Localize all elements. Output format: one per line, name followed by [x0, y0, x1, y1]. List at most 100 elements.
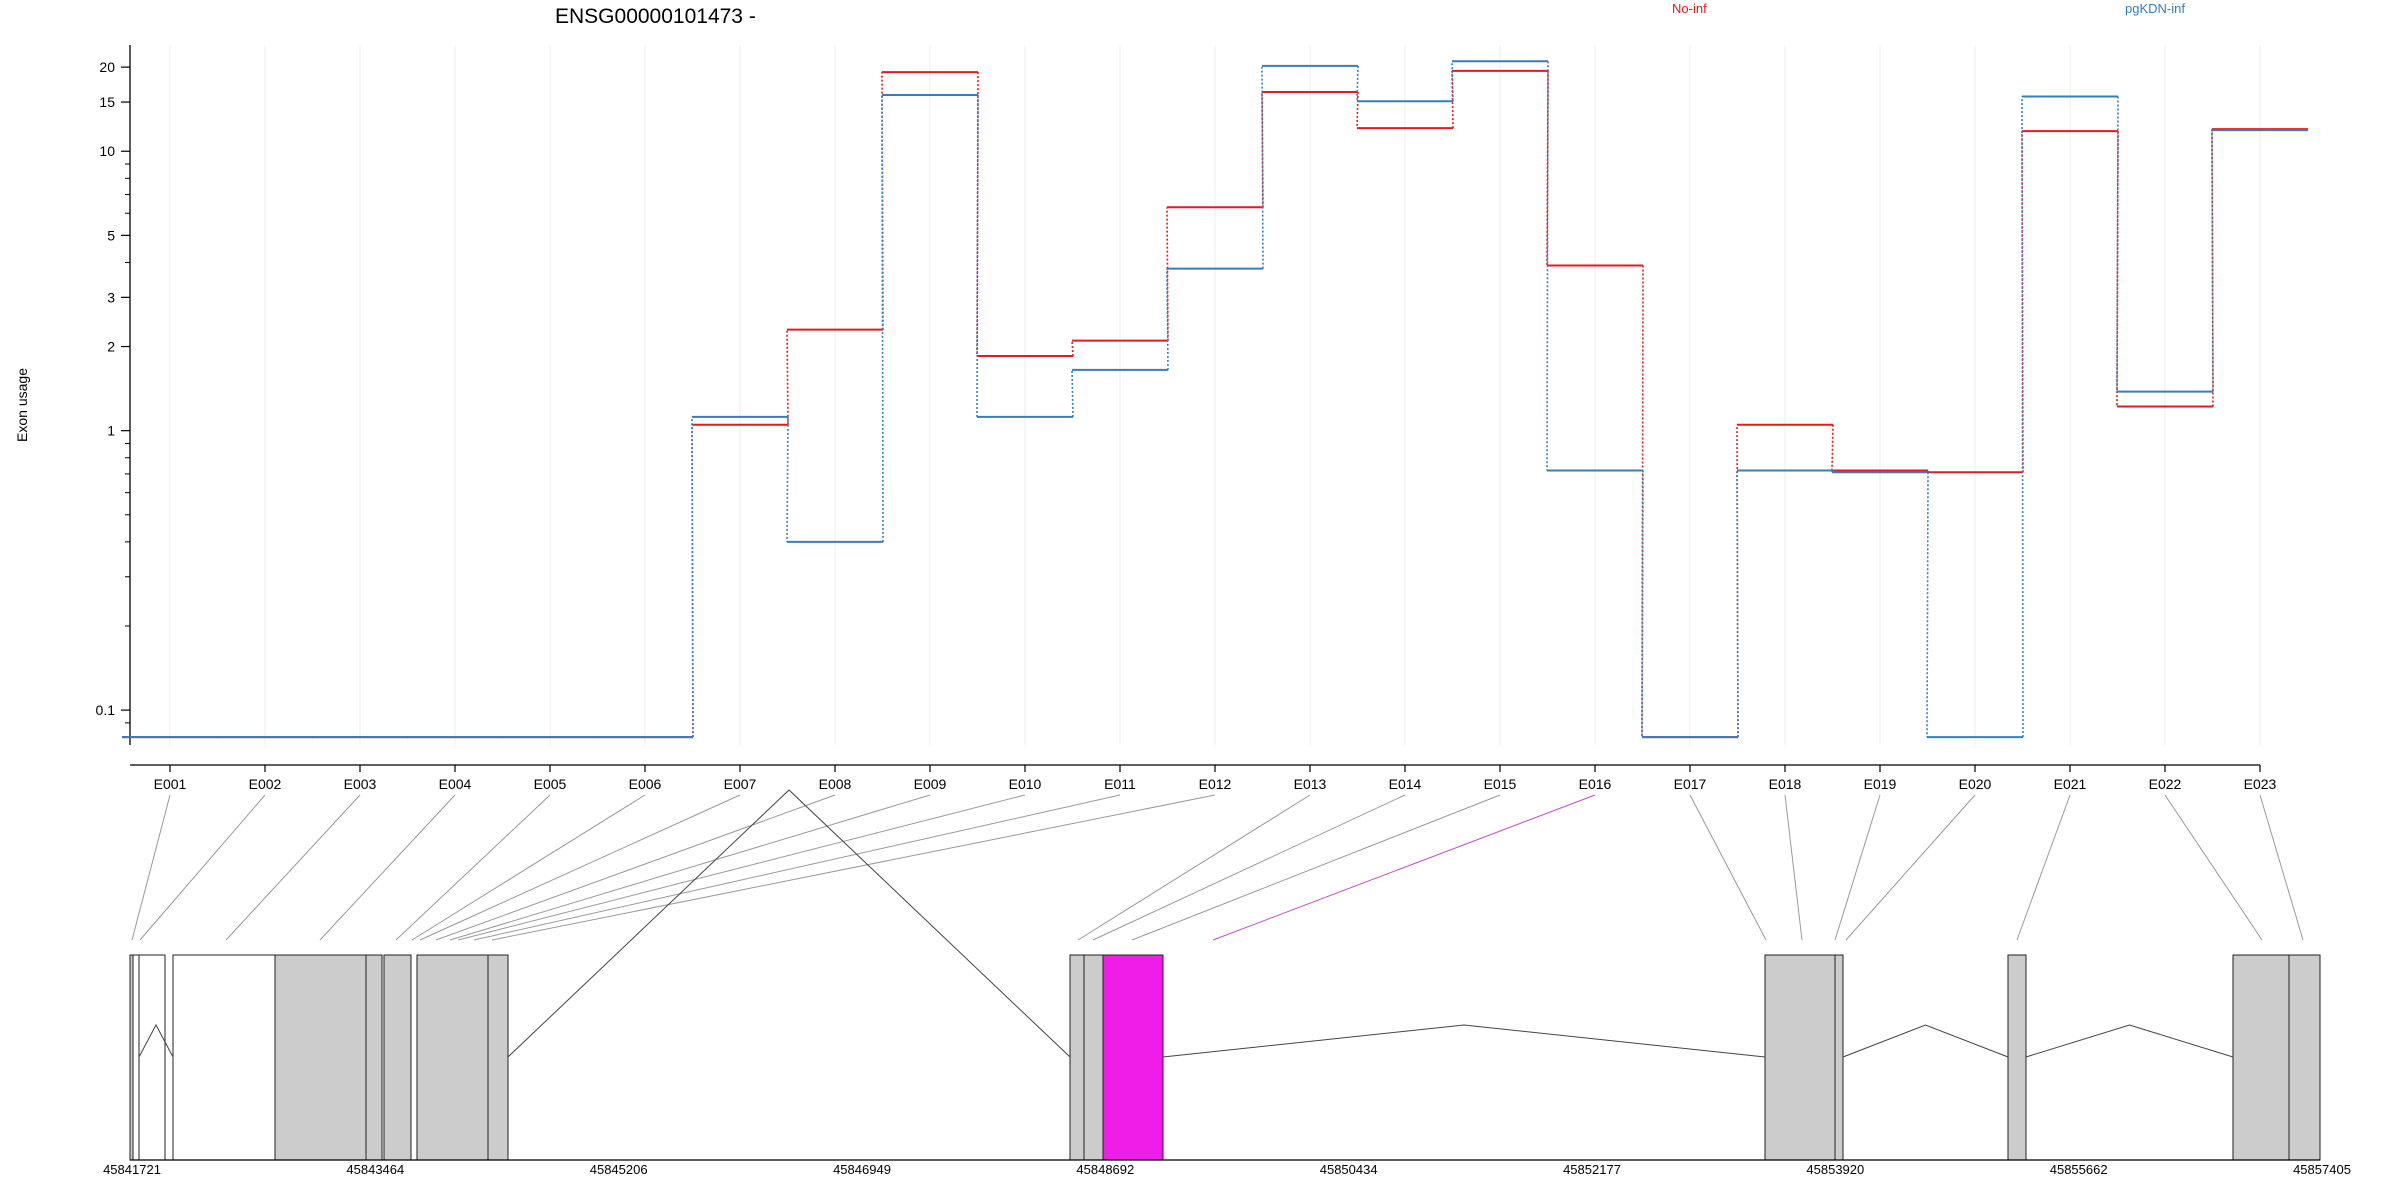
exon-box — [1083, 954, 1104, 1161]
genomic-coordinate-label: 45857405 — [2293, 1162, 2351, 1177]
exon-connector — [457, 794, 1026, 941]
x-axis: E001 E002 E003 E004 E005 E006 E007 E008 E009 E010… — [130, 764, 2277, 792]
series-connector-1 — [1261, 65, 1264, 269]
legend-entry-pgkdn-inf: pgKDN-inf — [2125, 1, 2185, 16]
x-tick-label: E012 — [1199, 776, 1232, 792]
exon-box — [172, 954, 276, 1161]
series-connector-0 — [1356, 91, 1359, 129]
chart-title: ENSG00000101473 - — [555, 5, 756, 28]
exon-box — [274, 954, 367, 1161]
exon-connector — [1092, 794, 1406, 941]
x-tick-label: E013 — [1294, 776, 1327, 792]
series-connector-0 — [1641, 265, 1644, 738]
x-tick-label: E023 — [2244, 776, 2277, 792]
genomic-coordinate-label: 45846949 — [833, 1162, 891, 1177]
plot-series — [122, 60, 2308, 739]
y-tick-label: 10 — [99, 143, 115, 159]
exon-box — [2232, 954, 2290, 1161]
x-tick-label: E011 — [1104, 776, 1136, 792]
exon-box — [1764, 954, 1836, 1161]
exon-box — [1102, 954, 1164, 1161]
exon-box — [365, 954, 383, 1161]
series-connector-1 — [1451, 61, 1454, 102]
exon-box — [487, 954, 509, 1161]
exon-box — [416, 954, 489, 1161]
intron-line — [2025, 1024, 2234, 1058]
intron-line — [507, 789, 1071, 1058]
exon-box — [132, 954, 140, 1161]
y-axis: 0.1 1 2 3 5 10 15 20 — [96, 45, 131, 745]
y-axis-label: Exon usage — [14, 368, 30, 442]
x-tick-label: E003 — [344, 776, 377, 792]
exon-connector — [419, 794, 741, 941]
genomic-coordinate-label: 45841721 — [103, 1162, 161, 1177]
exon-connector — [2259, 794, 2304, 941]
exon-connector — [1077, 794, 1311, 941]
series-connector-0 — [976, 72, 979, 357]
x-tick-label: E018 — [1769, 776, 1802, 792]
exon-connector — [449, 794, 931, 941]
y-tick-label: 3 — [107, 289, 115, 305]
x-tick-label: E022 — [2149, 776, 2182, 792]
exon-connector — [473, 794, 1121, 941]
x-tick-label: E017 — [1674, 776, 1707, 792]
x-tick-label: E009 — [914, 776, 947, 792]
x-tick-label: E021 — [2054, 776, 2087, 792]
exon-connector — [1689, 794, 1767, 941]
series-connector-1 — [2021, 96, 2024, 738]
genomic-coordinate-label: 45848692 — [1076, 1162, 1134, 1177]
series-connector-1 — [786, 416, 789, 542]
genomic-coordinate-label: 45853920 — [1806, 1162, 1864, 1177]
exon-connector — [1131, 794, 1501, 941]
y-tick-label: 0.1 — [96, 702, 116, 718]
genomic-coordinate-label: 45850434 — [1320, 1162, 1378, 1177]
exon-connector — [225, 794, 361, 941]
intron-line — [1162, 1024, 1766, 1058]
genomic-coordinate-label: 45843464 — [346, 1162, 404, 1177]
series-connector-1 — [1736, 470, 1739, 738]
exon-connector — [1784, 794, 1803, 941]
series-connector-1 — [1546, 61, 1549, 471]
vertical-grid — [169, 45, 2261, 745]
exon-box — [1834, 954, 1844, 1161]
intron-line — [138, 1023, 174, 1058]
series-connector-1 — [2211, 130, 2214, 392]
genomic-coordinate-label: 45852177 — [1563, 1162, 1621, 1177]
series-connector-1 — [976, 94, 979, 417]
series-connector-0 — [786, 329, 789, 425]
series-connector-1 — [1071, 369, 1074, 417]
x-tick-label: E014 — [1389, 776, 1422, 792]
intron-line — [1842, 1024, 2009, 1058]
exon-connector — [1212, 794, 1596, 941]
exon-box — [2007, 954, 2027, 1161]
exon-connector — [1845, 794, 1976, 941]
y-tick-label: 2 — [107, 339, 115, 355]
series-connector-1 — [1166, 268, 1169, 370]
exon-box — [2288, 954, 2321, 1161]
series-connector-1 — [1356, 65, 1359, 102]
exon-box — [383, 954, 412, 1161]
y-tick-label: 15 — [99, 94, 115, 110]
exon-connector — [131, 794, 171, 941]
x-tick-label: E004 — [439, 776, 472, 792]
series-connector-0 — [1831, 424, 1834, 471]
y-tick-label: 20 — [99, 59, 115, 75]
series-connector-1 — [691, 416, 694, 738]
series-connector-1 — [2116, 96, 2119, 392]
legend-entry-no-inf: No-inf — [1672, 1, 1707, 16]
exon-connector — [491, 794, 1216, 941]
exon-connector — [1834, 794, 1881, 941]
x-tick-label: E019 — [1864, 776, 1897, 792]
exon-connector — [411, 794, 646, 941]
x-tick-label: E005 — [534, 776, 567, 792]
x-tick-label: E007 — [724, 776, 757, 792]
x-tick-label: E020 — [1959, 776, 1992, 792]
x-tick-label: E010 — [1009, 776, 1042, 792]
series-connector-1 — [881, 94, 884, 542]
exon-connector-lines — [131, 794, 2304, 941]
y-tick-label: 5 — [107, 227, 115, 243]
gene-model — [129, 789, 2321, 1161]
exon-connector — [319, 794, 456, 941]
exon-connector — [2164, 794, 2263, 941]
